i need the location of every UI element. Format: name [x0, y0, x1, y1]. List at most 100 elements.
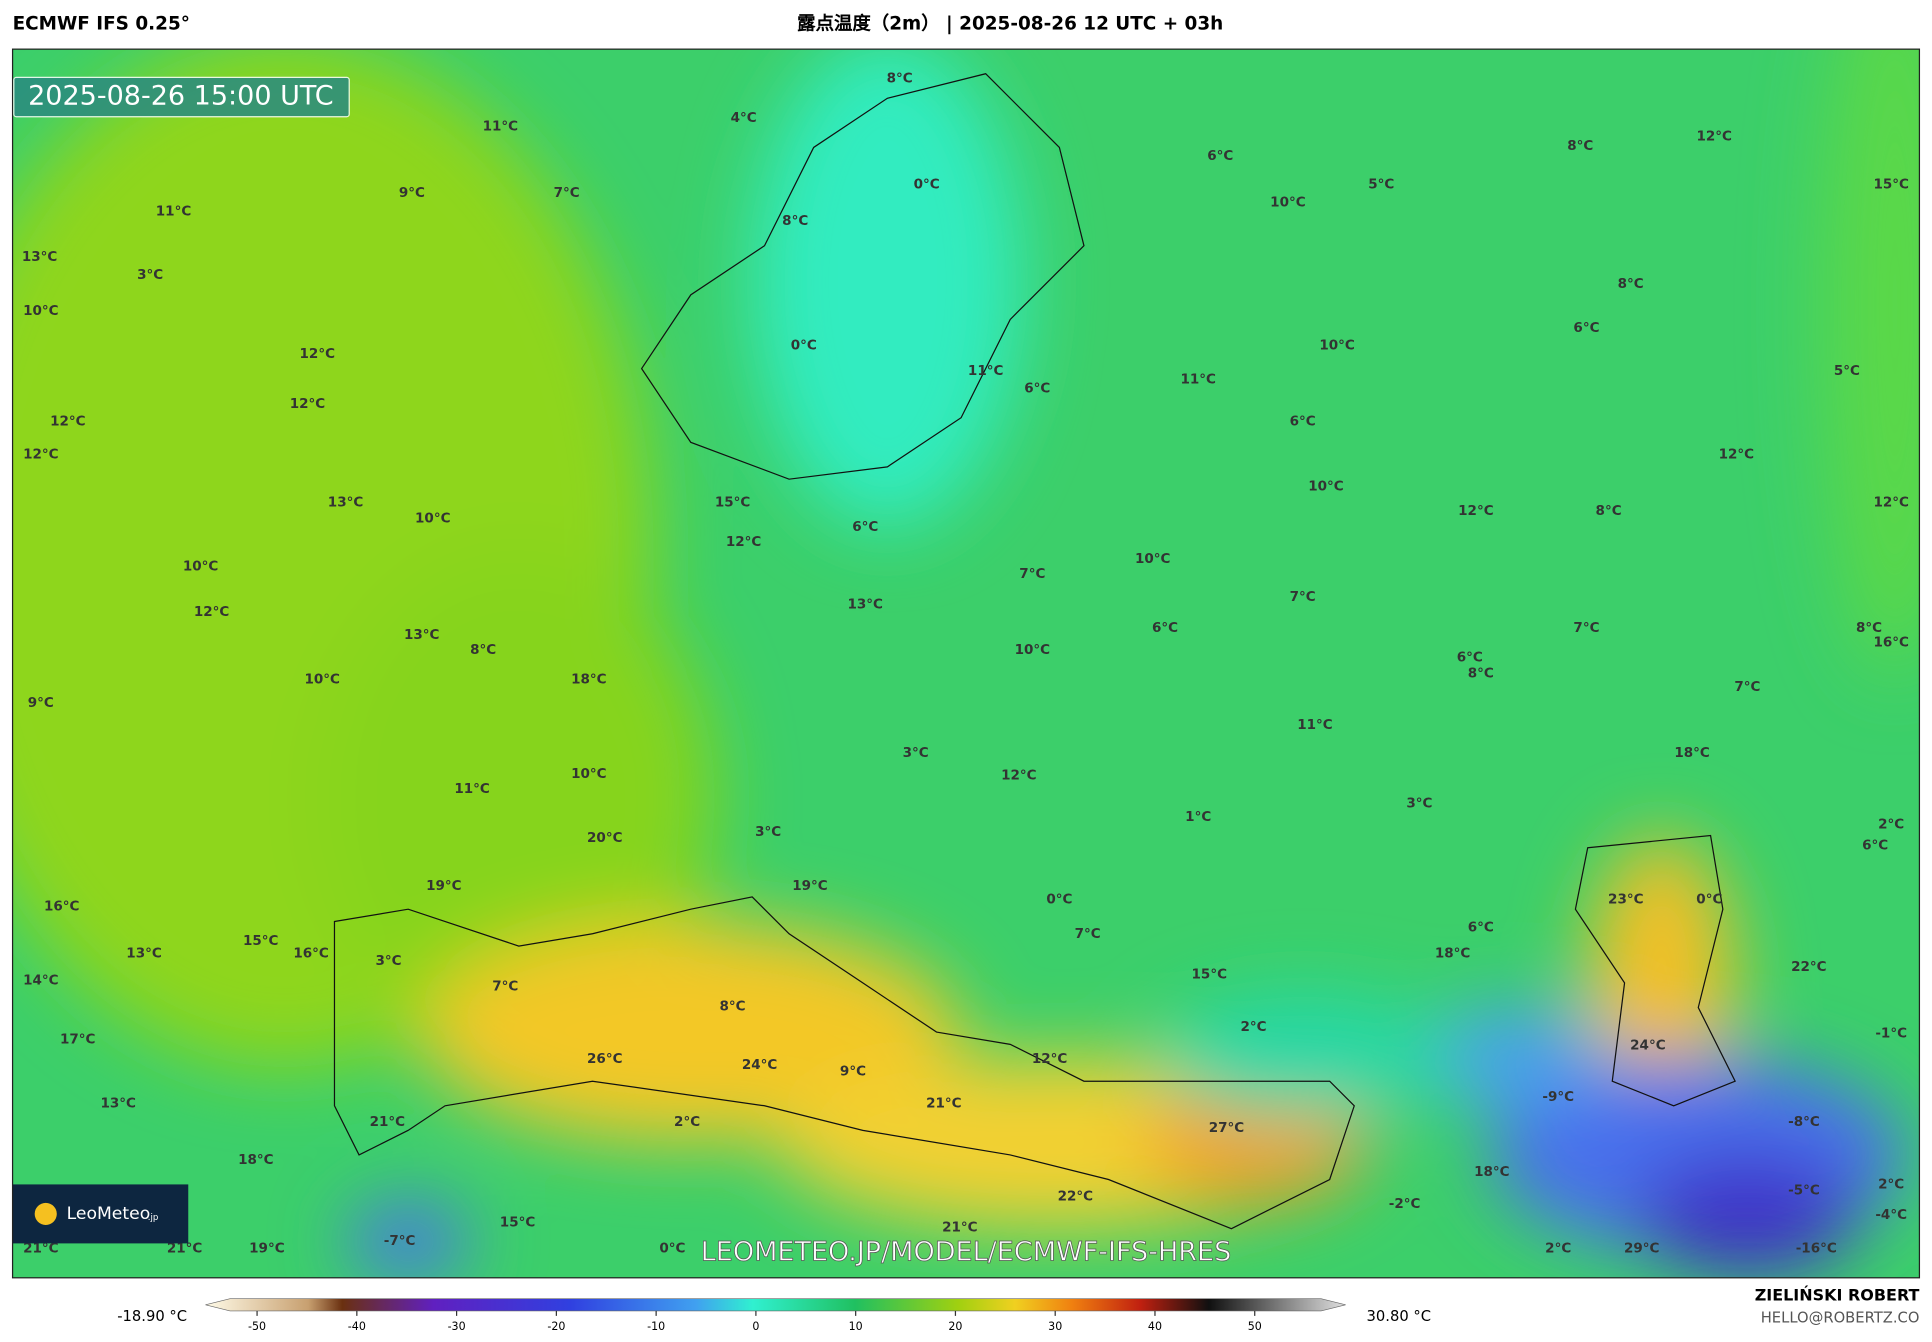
dew-point-label: 3°C [376, 953, 402, 969]
dew-point-label: 18°C [1435, 945, 1471, 961]
dew-point-label: 6°C [1468, 920, 1494, 936]
dew-point-label: 17°C [60, 1031, 96, 1047]
dew-point-label: -7°C [384, 1233, 416, 1249]
colorbar-tick-label: -40 [348, 1320, 366, 1333]
dew-point-label: 6°C [1024, 380, 1050, 396]
dew-point-label: 13°C [101, 1095, 137, 1111]
dew-point-label: 11°C [454, 781, 490, 797]
dew-point-label: 12°C [1873, 495, 1909, 511]
colorbar-tick-label: -10 [647, 1320, 665, 1333]
map-frame [11, 48, 1921, 1279]
dew-point-label: 8°C [887, 71, 913, 87]
dew-point-label: 12°C [1719, 447, 1755, 463]
dew-point-label: 7°C [554, 185, 580, 201]
dew-point-label: 21°C [167, 1240, 203, 1256]
colorbar-min: -18.90 °C [117, 1308, 187, 1325]
dew-point-label: 12°C [50, 413, 86, 429]
dew-point-label: 22°C [1058, 1189, 1094, 1205]
dew-point-label: 16°C [44, 899, 80, 915]
dew-point-label: 18°C [238, 1152, 274, 1168]
dew-point-label: 6°C [1862, 837, 1888, 853]
dew-point-label: 8°C [1618, 276, 1644, 292]
dew-point-label: 8°C [1856, 620, 1882, 636]
dew-point-label: 15°C [1192, 966, 1228, 982]
dew-point-label: 18°C [1474, 1164, 1510, 1180]
dew-point-label: 23°C [1608, 891, 1644, 907]
dew-point-label: 19°C [249, 1240, 285, 1256]
dew-point-label: 10°C [1015, 642, 1051, 658]
dew-point-label: 6°C [1457, 649, 1483, 665]
dew-point-label: 11°C [156, 203, 192, 219]
dew-point-label: 7°C [1734, 679, 1760, 695]
dew-point-label: 12°C [726, 534, 762, 550]
dew-point-label: 14°C [23, 972, 59, 988]
dew-point-label: 11°C [1180, 372, 1216, 388]
dew-point-label: 12°C [194, 604, 230, 620]
dew-point-label: 3°C [903, 745, 929, 761]
dew-point-label: 8°C [1567, 138, 1593, 154]
dew-point-label: 12°C [1032, 1051, 1068, 1067]
colorbar-tick-label: 50 [1248, 1320, 1262, 1333]
dew-point-label: 2°C [1545, 1240, 1571, 1256]
colorbar-ticks: -50 -40 -30 -20 -10 0 10 20 30 40 50 [248, 1310, 1262, 1333]
timestamp: 2025-08-26 15:00 UTC [28, 81, 334, 112]
colorbar-tick-label: 0 [752, 1320, 759, 1333]
dew-point-label: -9°C [1542, 1089, 1574, 1105]
dew-point-label: 16°C [293, 945, 329, 961]
dew-point-label: 2°C [1878, 1176, 1904, 1192]
dew-point-label: 8°C [782, 213, 808, 229]
dew-point-label: 1°C [1185, 809, 1211, 825]
dew-point-label: 19°C [426, 878, 462, 894]
dew-point-label: 3°C [1406, 796, 1432, 812]
dew-point-label: 11°C [968, 363, 1004, 379]
dew-point-label: 11°C [483, 119, 519, 135]
dew-point-label: 0°C [659, 1240, 685, 1256]
colorbar-tick-label: 20 [948, 1320, 962, 1333]
dew-point-label: 2°C [674, 1114, 700, 1130]
dew-point-label: 10°C [1270, 195, 1306, 211]
dew-point-label: 5°C [1834, 363, 1860, 379]
dew-point-label: 13°C [22, 249, 58, 265]
dew-point-label: -16°C [1796, 1240, 1837, 1256]
dew-point-label: 27°C [1209, 1120, 1245, 1136]
dew-point-label: -5°C [1788, 1183, 1820, 1199]
author: ZIELIŃSKI ROBERT [1755, 1286, 1920, 1305]
dew-point-label: 11°C [1297, 717, 1333, 733]
dew-point-label: 0°C [1046, 891, 1072, 907]
dew-point-label: 0°C [791, 337, 817, 353]
colorbar [205, 1298, 1346, 1312]
colorbar-tick-label: 10 [849, 1320, 863, 1333]
dew-point-label: 19°C [792, 878, 828, 894]
dew-point-label: 15°C [715, 495, 751, 511]
timestamp-box [13, 76, 350, 118]
dew-point-label: -4°C [1875, 1207, 1907, 1223]
dew-point-label: 16°C [1873, 635, 1909, 651]
dew-point-label: 3°C [137, 267, 163, 283]
contact: HELLO@ROBERTZ.CO [1761, 1309, 1920, 1326]
dew-point-label: 18°C [571, 671, 607, 687]
dew-point-label: 9°C [28, 695, 54, 711]
dew-point-label: 0°C [914, 176, 940, 192]
colorbar-tick-label: -50 [248, 1320, 266, 1333]
logo: LeoMeteo [67, 1204, 151, 1224]
dew-point-label: 24°C [1630, 1038, 1666, 1054]
dew-point-label: 22°C [1791, 959, 1827, 975]
dew-point-label: 10°C [571, 766, 607, 782]
model-name: ECMWF IFS 0.25° [13, 14, 190, 35]
dew-point-label: 10°C [23, 303, 59, 319]
dew-point-label: -2°C [1389, 1196, 1421, 1212]
colorbar-tick-label: -30 [448, 1320, 466, 1333]
dew-point-label: -1°C [1875, 1025, 1907, 1041]
dew-point-label: 21°C [370, 1114, 406, 1130]
dew-point-label: 13°C [848, 596, 884, 612]
colorbar-max: 30.80 °C [1367, 1308, 1432, 1325]
dew-point-label: 10°C [304, 671, 340, 687]
dew-point-label: 12°C [290, 396, 326, 412]
dew-point-label: 2°C [1878, 816, 1904, 832]
dew-point-label: 10°C [183, 558, 219, 574]
dew-point-label: -8°C [1788, 1114, 1820, 1130]
dew-point-label: 6°C [1290, 413, 1316, 429]
colorbar-tick-label: -20 [547, 1320, 565, 1333]
dew-point-label: 6°C [1152, 620, 1178, 636]
dew-point-label: 12°C [23, 447, 59, 463]
